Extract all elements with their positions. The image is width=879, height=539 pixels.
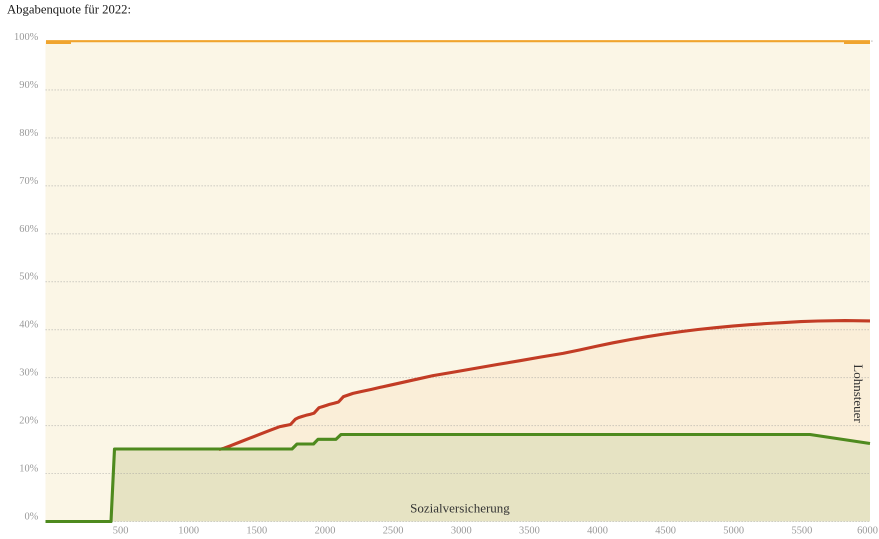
svg-text:Sozialversicherung: Sozialversicherung bbox=[410, 501, 510, 516]
svg-text:20%: 20% bbox=[19, 416, 38, 427]
svg-text:80%: 80% bbox=[19, 128, 38, 139]
svg-text:1500: 1500 bbox=[246, 526, 267, 537]
svg-text:1000: 1000 bbox=[178, 526, 199, 537]
svg-text:4000: 4000 bbox=[587, 526, 608, 537]
svg-text:2500: 2500 bbox=[383, 526, 404, 537]
svg-text:3500: 3500 bbox=[519, 526, 540, 537]
svg-text:2000: 2000 bbox=[315, 526, 336, 537]
svg-text:Abgabenquote für 2022:: Abgabenquote für 2022: bbox=[7, 2, 131, 16]
svg-text:500: 500 bbox=[113, 526, 129, 537]
svg-text:6000: 6000 bbox=[857, 526, 878, 537]
svg-text:0%: 0% bbox=[24, 512, 38, 523]
svg-text:5500: 5500 bbox=[792, 526, 813, 537]
svg-text:5000: 5000 bbox=[723, 526, 744, 537]
svg-text:90%: 90% bbox=[19, 80, 38, 91]
svg-text:50%: 50% bbox=[19, 272, 38, 283]
svg-text:70%: 70% bbox=[19, 176, 38, 187]
svg-text:10%: 10% bbox=[19, 464, 38, 475]
svg-text:4500: 4500 bbox=[655, 526, 676, 537]
svg-text:Lohnsteuer: Lohnsteuer bbox=[851, 364, 866, 423]
svg-text:60%: 60% bbox=[19, 224, 38, 235]
svg-text:40%: 40% bbox=[19, 320, 38, 331]
svg-text:3000: 3000 bbox=[451, 526, 472, 537]
svg-text:100%: 100% bbox=[14, 32, 39, 43]
svg-text:30%: 30% bbox=[19, 368, 38, 379]
